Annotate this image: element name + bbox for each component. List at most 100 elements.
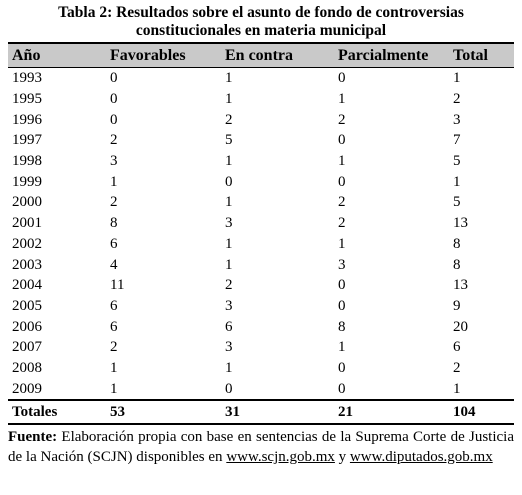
- table-cell: 2: [338, 215, 346, 232]
- table-row: 2005 6 3 0 9: [8, 296, 514, 317]
- table-cell: 0: [338, 359, 346, 376]
- table-title: Tabla 2: Resultados sobre el asunto de f…: [8, 4, 514, 40]
- table-row: 2001 8 3 2 13: [8, 213, 514, 234]
- table-cell: 6: [110, 297, 118, 314]
- table-cell: 6: [453, 339, 461, 356]
- table-cell: 2: [110, 339, 118, 356]
- table-cell: 2004: [12, 277, 42, 294]
- table-cell: 2: [453, 359, 461, 376]
- source-text: y: [338, 449, 347, 465]
- table-cell: 1998: [12, 153, 42, 170]
- source-label: Fuente:: [8, 429, 58, 445]
- table-cell: 6: [110, 235, 118, 252]
- table-cell: 1995: [12, 91, 42, 108]
- table-cell: 2: [225, 277, 233, 294]
- link[interactable]: www.scjn.gob.mx: [226, 449, 335, 465]
- table-cell: 0: [338, 277, 346, 294]
- table-cell: 1: [225, 359, 233, 376]
- table-cell: 1993: [12, 70, 42, 87]
- table-cell: 1: [110, 173, 118, 190]
- table-cell: 2006: [12, 318, 42, 335]
- table-cell: Total: [449, 42, 514, 68]
- table-cell: 4: [110, 256, 118, 273]
- table-row: Totales 53 31 21 104: [8, 399, 514, 425]
- table-cell: 8: [338, 318, 346, 335]
- table-cell: 2009: [12, 380, 42, 397]
- data-table: Año Favorables En contra Parcialmente Total 1…: [8, 42, 514, 425]
- table-row: 2003 4 1 3 8: [8, 254, 514, 275]
- table-cell: 1: [110, 380, 118, 397]
- table-cell: 3: [225, 297, 233, 314]
- table-cell: 8: [453, 235, 461, 252]
- table-cell: 0: [338, 380, 346, 397]
- table-row: 2007 2 3 1 6: [8, 337, 514, 358]
- table-cell: 1: [453, 173, 461, 190]
- table-cell: 6: [225, 318, 233, 335]
- table-cell: 1: [225, 235, 233, 252]
- table-cell: 2: [110, 194, 118, 211]
- table-row: 1998 3 1 1 5: [8, 151, 514, 172]
- table-cell: 1: [110, 359, 118, 376]
- table-cell: 3: [110, 153, 118, 170]
- table-cell: 0: [338, 297, 346, 314]
- table-cell: 0: [225, 380, 233, 397]
- table-row: 2002 6 1 1 8: [8, 234, 514, 255]
- table-cell: 11: [110, 277, 125, 294]
- title-line: constitucionales en materia municipal: [135, 22, 387, 39]
- table-cell: Parcialmente: [334, 42, 449, 68]
- table-cell: 9: [453, 297, 461, 314]
- table-row: 2000 2 1 2 5: [8, 192, 514, 213]
- table-cell: 3: [225, 215, 233, 232]
- table-cell: 1: [225, 91, 233, 108]
- table-cell: 0: [338, 132, 346, 149]
- table-cell: 5: [453, 153, 461, 170]
- link[interactable]: www.diputados.gob.mx: [349, 449, 493, 465]
- table-cell: 2002: [12, 235, 42, 252]
- table-row: 2006 6 6 8 20: [8, 316, 514, 337]
- source-note: Fuente: Elaboración propia con base en s…: [8, 427, 514, 467]
- table-cell: 8: [110, 215, 118, 232]
- table-cell: 1: [338, 153, 346, 170]
- table-body: Año Favorables En contra Parcialmente Total 1…: [8, 42, 514, 425]
- table-cell: 0: [110, 91, 118, 108]
- table-cell: 0: [338, 173, 346, 190]
- table-cell: 5: [453, 194, 461, 211]
- table-cell: 2: [453, 91, 461, 108]
- table-cell: 1: [225, 256, 233, 273]
- table-cell: 20: [453, 318, 468, 335]
- table-cell: 2: [225, 111, 233, 128]
- table-cell: 1: [225, 194, 233, 211]
- table-cell: 13: [453, 277, 468, 294]
- table-cell: 104: [449, 399, 514, 425]
- table-cell: 2: [338, 111, 346, 128]
- table-cell: 2005: [12, 297, 42, 314]
- table-cell: Totales: [8, 399, 106, 425]
- table-cell: Favorables: [106, 42, 221, 68]
- table-cell: 8: [453, 256, 461, 273]
- table-cell: 0: [110, 70, 118, 87]
- document: Tabla 2: Resultados sobre el asunto de f…: [8, 4, 514, 467]
- table-cell: 1: [225, 70, 233, 87]
- table-cell: 1: [453, 70, 461, 87]
- table-cell: 1: [338, 339, 346, 356]
- table-cell: 1997: [12, 132, 42, 149]
- table-row: 1995 0 1 1 2: [8, 89, 514, 110]
- table-cell: 6: [110, 318, 118, 335]
- table-cell: 2000: [12, 194, 42, 211]
- table-cell: 2007: [12, 339, 42, 356]
- table-cell: 3: [338, 256, 346, 273]
- table-cell: 0: [338, 70, 346, 87]
- table-cell: En contra: [221, 42, 334, 68]
- table-row: 2008 1 1 0 2: [8, 358, 514, 379]
- table-cell: 2: [110, 132, 118, 149]
- table-cell: 2003: [12, 256, 42, 273]
- table-cell: 5: [225, 132, 233, 149]
- table-cell: 2008: [12, 359, 42, 376]
- table-row: 1997 2 5 0 7: [8, 130, 514, 151]
- table-cell: Año: [8, 42, 106, 68]
- table-cell: 1: [225, 153, 233, 170]
- table-cell: 7: [453, 132, 461, 149]
- table-cell: 31: [221, 399, 334, 425]
- table-cell: 3: [453, 111, 461, 128]
